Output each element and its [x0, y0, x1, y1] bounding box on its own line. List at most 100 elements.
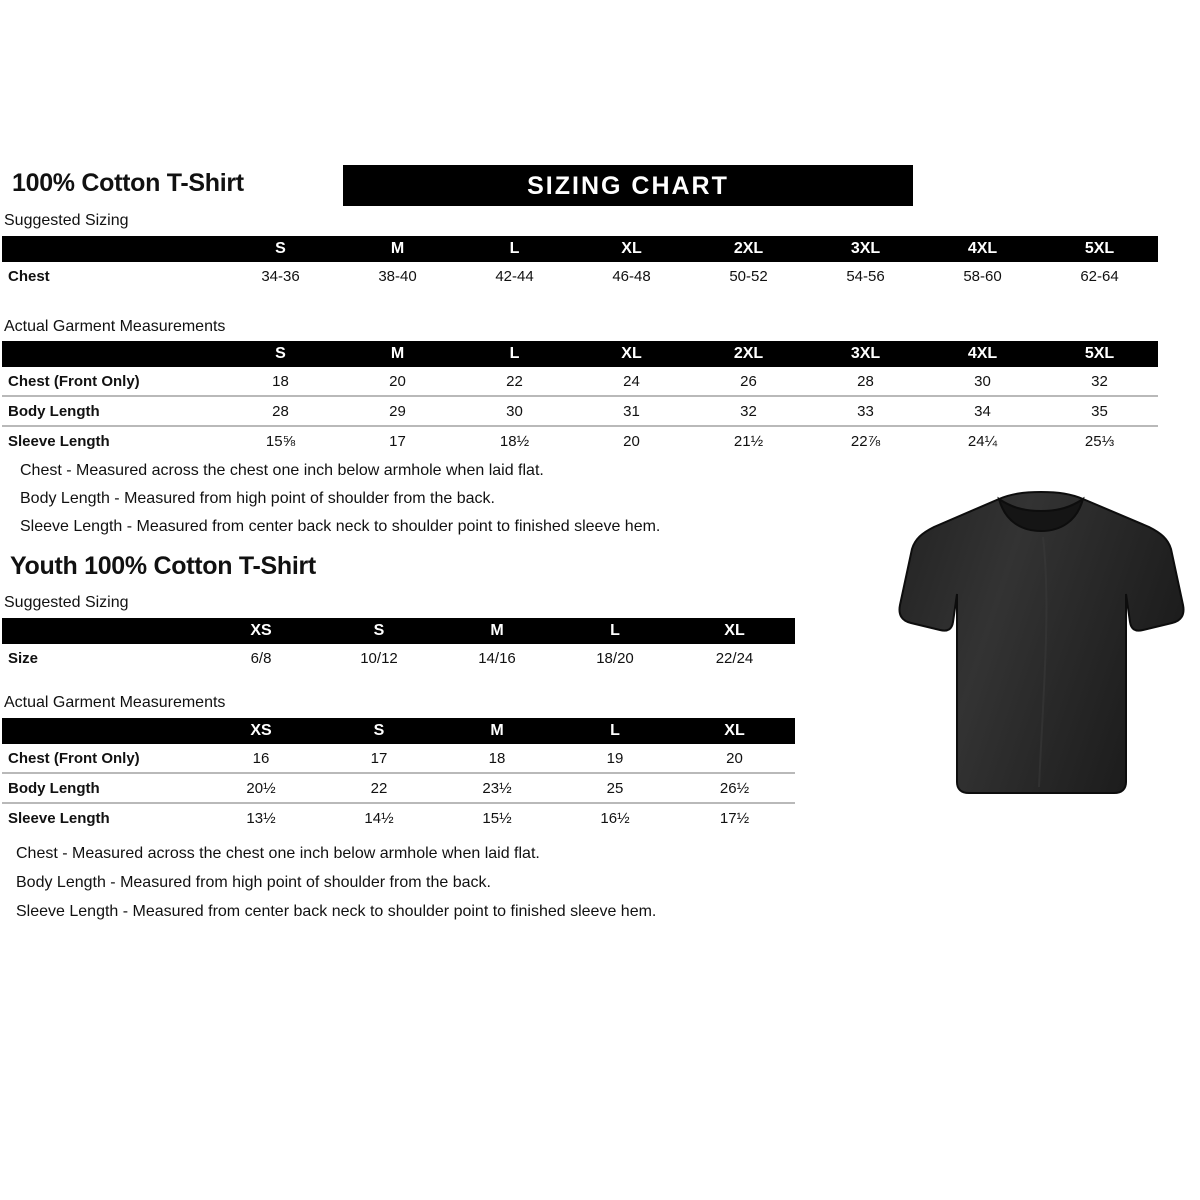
- cell-sleevelength-xl: 17½: [674, 802, 795, 832]
- table-row: Body Length 28 29 30 31 32 33 34 35: [2, 395, 1158, 426]
- column-header-corner: [2, 341, 222, 367]
- tshirt-body-shape: [898, 490, 1185, 794]
- cell-sleevelength-xl: 20: [573, 425, 690, 455]
- column-header-xl: XL: [724, 722, 745, 739]
- column-header-2xl: 2XL: [733, 345, 764, 362]
- adult-actual-measurements-table: S M L XL 2XL 3XL 4XL 5XL Chest (Front On…: [2, 341, 1158, 455]
- sizing-chart-banner: SIZING CHART: [343, 165, 913, 206]
- column-header-corner: [2, 618, 202, 644]
- column-header-5xl: 5XL: [1084, 240, 1115, 257]
- sizing-chart-banner-label: SIZING CHART: [527, 172, 729, 200]
- row-label-chest: Chest: [8, 267, 50, 285]
- column-header-m: M: [490, 622, 504, 639]
- cell-bodylength-s: 22: [320, 772, 438, 803]
- youth-suggested-sizing-table: XS S M L XL Size 6/8 10/12 14/16 18/20 2…: [2, 618, 795, 672]
- table-row: Sleeve Length 15⅝ 17 18½ 20 21½ 22⅞ 24¼ …: [2, 425, 1158, 455]
- youth-actual-measurements-label: Actual Garment Measurements: [4, 694, 226, 711]
- cell-sleevelength-5xl: 25⅓: [1041, 425, 1158, 455]
- row-label-chest-front-only: Chest (Front Only): [8, 749, 140, 767]
- tshirt-fold-highlight: [1038, 536, 1048, 788]
- table-header-row: XS S M L XL: [2, 618, 795, 644]
- adult-suggested-sizing-table: S M L XL 2XL 3XL 4XL 5XL Chest 34-36 38-…: [2, 236, 1158, 290]
- cell-sleevelength-2xl: 21½: [690, 425, 807, 455]
- cell-size-m: 14/16: [478, 649, 516, 667]
- tshirt-front-view-icon: [898, 490, 1185, 794]
- cell-chestfront-5xl: 32: [1091, 372, 1108, 390]
- column-header-4xl: 4XL: [967, 345, 998, 362]
- youth-note-body-length: Body Length - Measured from high point o…: [16, 874, 491, 891]
- cell-chest-3xl: 54-56: [846, 267, 885, 285]
- table-header-row: S M L XL 2XL 3XL 4XL 5XL: [2, 341, 1158, 367]
- youth-suggested-sizing-label: Suggested Sizing: [4, 594, 129, 611]
- youth-actual-measurements-table: XS S M L XL Chest (Front Only) 16 17 18 …: [2, 718, 795, 832]
- adult-note-chest: Chest - Measured across the chest one in…: [20, 462, 544, 479]
- page-title: 100% Cotton T-Shirt: [12, 169, 244, 197]
- cell-bodylength-4xl: 34: [924, 395, 1041, 426]
- cell-size-l: 18/20: [596, 649, 634, 667]
- cell-bodylength-2xl: 32: [690, 395, 807, 426]
- table-row: Body Length 20½ 22 23½ 25 26½: [2, 772, 795, 803]
- cell-sleevelength-m: 15½: [438, 802, 556, 832]
- column-header-3xl: 3XL: [850, 240, 881, 257]
- table-row: Chest 34-36 38-40 42-44 46-48 50-52 54-5…: [2, 262, 1158, 290]
- adult-suggested-sizing-label: Suggested Sizing: [4, 212, 129, 229]
- cell-chest-l: 42-44: [495, 267, 534, 285]
- cell-chest-2xl: 50-52: [729, 267, 768, 285]
- cell-bodylength-m: 29: [339, 395, 456, 426]
- column-header-xl: XL: [621, 345, 642, 362]
- cell-chestfront-xl: 24: [623, 372, 640, 390]
- table-row: Chest (Front Only) 18 20 22 24 26 28 30 …: [2, 367, 1158, 396]
- table-header-row: XS S M L XL: [2, 718, 795, 744]
- cell-sleevelength-s: 15⅝: [222, 425, 339, 455]
- cell-bodylength-xs: 20½: [202, 772, 320, 803]
- column-header-l: L: [610, 622, 620, 639]
- column-header-xl: XL: [724, 622, 745, 639]
- tshirt-illustration: [893, 487, 1190, 802]
- column-header-5xl: 5XL: [1084, 345, 1115, 362]
- cell-chestfront-4xl: 30: [974, 372, 991, 390]
- cell-chestfront-m: 20: [389, 372, 406, 390]
- column-header-2xl: 2XL: [733, 240, 764, 257]
- column-header-4xl: 4XL: [967, 240, 998, 257]
- row-label-sleeve-length: Sleeve Length: [2, 802, 202, 832]
- youth-section-title: Youth 100% Cotton T-Shirt: [10, 552, 316, 580]
- cell-chestfront-l: 22: [506, 372, 523, 390]
- cell-chestfront-xs: 16: [252, 749, 270, 767]
- cell-chestfront-m: 18: [488, 749, 506, 767]
- cell-sleevelength-l: 16½: [556, 802, 674, 832]
- cell-bodylength-3xl: 33: [807, 395, 924, 426]
- column-header-m: M: [390, 240, 405, 257]
- cell-chestfront-l: 19: [606, 749, 624, 767]
- cell-sleevelength-xs: 13½: [202, 802, 320, 832]
- column-header-s: S: [373, 622, 385, 639]
- cell-sleevelength-l: 18½: [456, 425, 573, 455]
- cell-bodylength-xl: 26½: [674, 772, 795, 803]
- cell-chest-xl: 46-48: [612, 267, 651, 285]
- table-header-row: S M L XL 2XL 3XL 4XL 5XL: [2, 236, 1158, 262]
- cell-chestfront-s: 18: [272, 372, 289, 390]
- cell-bodylength-l: 30: [456, 395, 573, 426]
- cell-chest-m: 38-40: [378, 267, 417, 285]
- chart-header: 100% Cotton T-Shirt SIZING CHART: [12, 165, 1188, 209]
- column-header-l: L: [509, 345, 520, 362]
- adult-actual-measurements-label: Actual Garment Measurements: [4, 318, 226, 335]
- cell-chest-s: 34-36: [261, 267, 300, 285]
- cell-size-s: 10/12: [360, 649, 398, 667]
- column-header-xs: XS: [250, 622, 272, 639]
- tshirt-collar: [997, 496, 1085, 533]
- cell-chestfront-2xl: 26: [740, 372, 757, 390]
- cell-bodylength-m: 23½: [438, 772, 556, 803]
- cell-bodylength-s: 28: [222, 395, 339, 426]
- adult-note-sleeve-length: Sleeve Length - Measured from center bac…: [20, 518, 661, 535]
- cell-chestfront-s: 17: [370, 749, 388, 767]
- cell-chestfront-3xl: 28: [857, 372, 874, 390]
- column-header-m: M: [490, 722, 504, 739]
- column-header-s: S: [373, 722, 385, 739]
- column-header-l: L: [509, 240, 520, 257]
- row-label-sleeve-length: Sleeve Length: [2, 425, 222, 455]
- row-label-body-length: Body Length: [2, 772, 202, 803]
- youth-note-chest: Chest - Measured across the chest one in…: [16, 845, 540, 862]
- cell-size-xs: 6/8: [250, 649, 272, 667]
- column-header-xl: XL: [621, 240, 642, 257]
